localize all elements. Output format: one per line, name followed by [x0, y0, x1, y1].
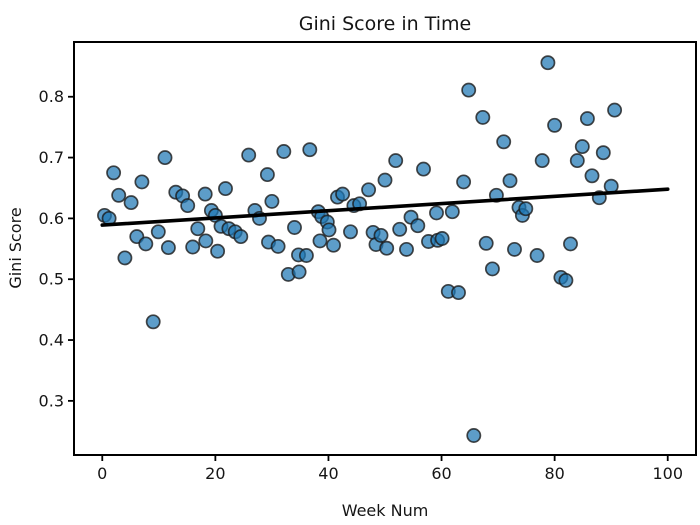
trend-line — [100, 187, 670, 227]
data-point — [197, 186, 213, 202]
x-tick-label: 40 — [318, 464, 338, 483]
data-point — [287, 220, 302, 235]
data-point — [210, 243, 226, 259]
data-point — [298, 248, 314, 263]
data-point — [574, 139, 590, 155]
x-tick-label: 60 — [431, 464, 451, 483]
data-point — [444, 204, 460, 220]
data-point — [264, 193, 280, 209]
y-axis-label: Gini Score — [6, 207, 25, 288]
data-point — [326, 237, 341, 253]
data-point — [157, 150, 173, 166]
y-tick-label: 0.7 — [39, 148, 64, 167]
data-point — [579, 111, 595, 127]
x-axis-label: Week Num — [342, 501, 429, 520]
x-tick-label: 80 — [544, 464, 564, 483]
data-point — [429, 205, 444, 221]
data-point — [392, 221, 408, 237]
data-point — [399, 241, 414, 257]
data-point — [233, 229, 249, 245]
data-point — [529, 248, 545, 263]
data-point — [218, 181, 233, 197]
data-point — [312, 233, 328, 249]
y-tick-label: 0.8 — [39, 87, 64, 106]
data-point — [416, 161, 431, 177]
data-point — [540, 55, 556, 71]
y-tick-label: 0.5 — [39, 270, 64, 289]
data-point — [190, 221, 206, 237]
data-point — [569, 153, 585, 169]
data-point — [475, 109, 491, 125]
data-point — [547, 117, 563, 133]
data-point — [595, 145, 611, 161]
data-point — [361, 182, 377, 198]
data-point — [563, 236, 578, 252]
data-point — [180, 198, 196, 214]
data-point — [410, 218, 426, 234]
data-point — [434, 231, 450, 246]
data-point — [377, 172, 393, 188]
data-point — [456, 174, 472, 190]
plot-frame — [73, 41, 697, 456]
y-tick-label: 0.4 — [39, 331, 64, 350]
x-tick-label: 20 — [205, 464, 225, 483]
data-point — [270, 238, 286, 254]
data-point — [518, 201, 534, 217]
x-tick-label: 0 — [97, 464, 107, 483]
data-point — [302, 142, 318, 158]
data-point — [343, 224, 358, 240]
data-point — [241, 147, 257, 163]
y-tick-label: 0.3 — [39, 391, 64, 410]
data-point — [502, 173, 518, 189]
data-point — [484, 261, 500, 277]
data-point — [291, 264, 307, 280]
y-tick-label: 0.6 — [39, 209, 64, 228]
data-point — [507, 241, 522, 257]
data-point — [461, 82, 477, 98]
chart-title: Gini Score in Time — [299, 13, 471, 35]
data-point — [478, 235, 494, 251]
data-point — [466, 428, 482, 443]
data-point — [134, 174, 150, 190]
data-point — [321, 222, 337, 238]
data-point — [388, 153, 404, 169]
plot-content: 0 20 40 60 80 100 0.3 0.4 0.5 0.6 0.7 0.8 — [39, 41, 697, 483]
data-point — [496, 134, 512, 150]
data-point — [379, 240, 395, 256]
data-point — [138, 236, 154, 252]
data-point — [117, 250, 133, 266]
data-point — [276, 144, 292, 159]
data-point — [373, 227, 389, 243]
data-point — [451, 285, 466, 301]
data-point — [584, 168, 600, 184]
data-point — [160, 240, 176, 256]
data-point — [111, 187, 127, 203]
data-point — [106, 165, 122, 181]
data-point — [558, 272, 574, 288]
data-point — [145, 314, 161, 330]
data-point — [607, 102, 623, 118]
data-point — [123, 195, 139, 211]
data-point — [198, 233, 214, 249]
data-point — [335, 186, 351, 202]
data-point — [150, 224, 166, 240]
x-tick-label: 100 — [652, 464, 683, 483]
data-point — [185, 239, 201, 255]
data-point — [534, 153, 550, 169]
data-point — [259, 167, 275, 183]
